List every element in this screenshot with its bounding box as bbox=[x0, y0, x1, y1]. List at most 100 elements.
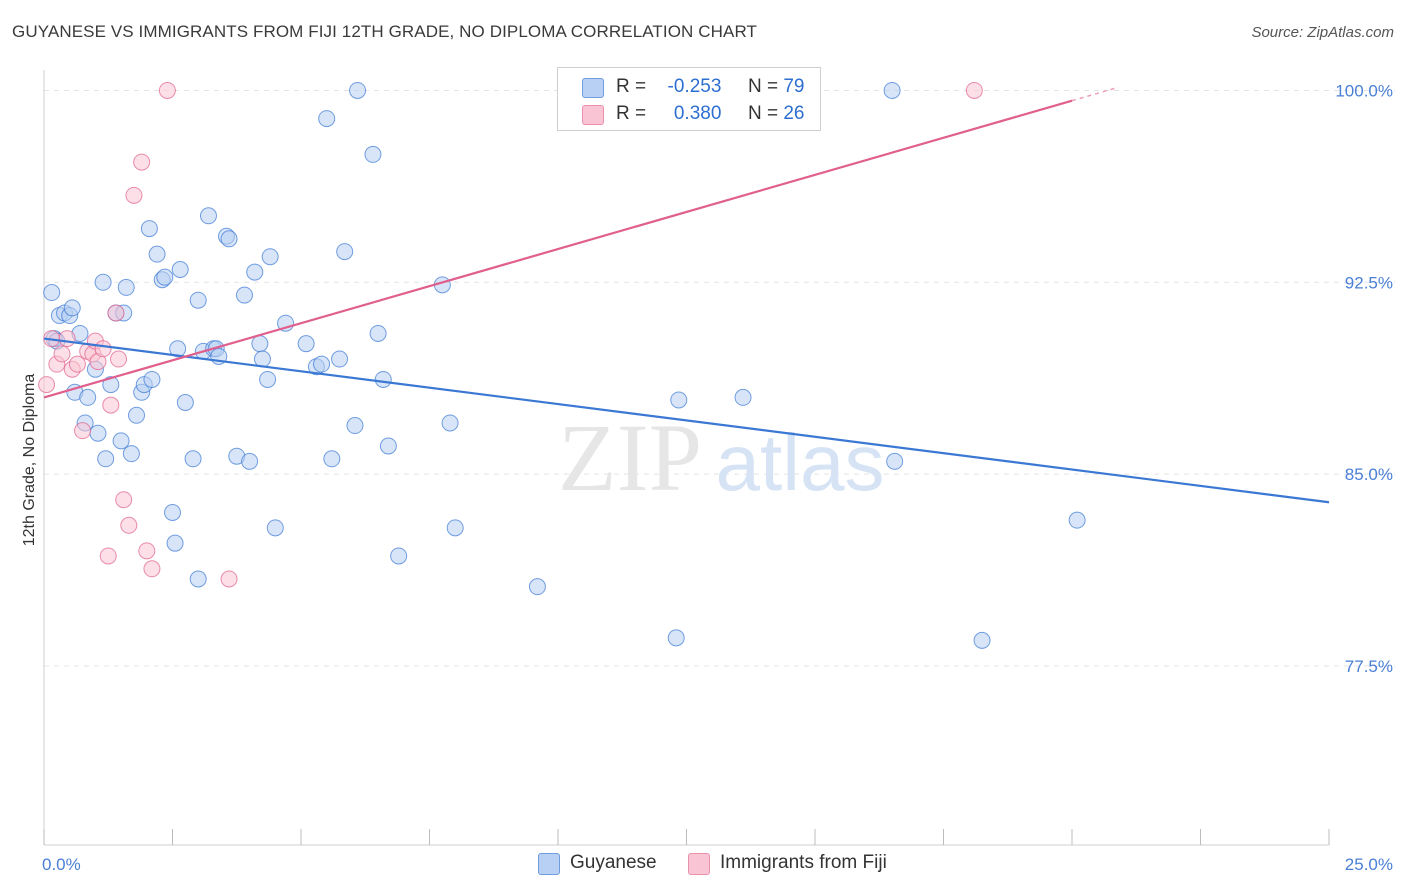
tick-labels: 100.0% 92.5% 85.0% 77.5% 0.0% 25.0% bbox=[42, 81, 1393, 874]
point-s0-30 bbox=[169, 340, 187, 358]
point-s0-29 bbox=[166, 534, 184, 552]
point-s0-37 bbox=[199, 207, 217, 225]
point-s0-20 bbox=[128, 406, 146, 424]
legend-r-label: R = bbox=[616, 103, 647, 124]
point-s0-56 bbox=[318, 110, 336, 128]
point-s0-71 bbox=[667, 629, 685, 647]
point-s0-33 bbox=[184, 450, 202, 468]
point-s0-57 bbox=[323, 450, 341, 468]
point-s0-69 bbox=[446, 519, 464, 537]
trend-line-0 bbox=[43, 337, 1330, 504]
point-s0-51 bbox=[266, 519, 284, 537]
x-tick-label-0: 0.0% bbox=[42, 855, 81, 874]
y-tick-label-2: 85.0% bbox=[1345, 465, 1393, 484]
point-s1-25 bbox=[965, 81, 983, 99]
point-s0-13 bbox=[97, 450, 115, 468]
point-s0-35 bbox=[189, 291, 207, 309]
point-s1-21 bbox=[138, 542, 156, 560]
point-s1-19 bbox=[125, 186, 143, 204]
gridlines bbox=[44, 89, 1395, 667]
point-s0-12 bbox=[94, 273, 112, 291]
point-s1-16 bbox=[110, 350, 128, 368]
point-s1-15 bbox=[107, 304, 125, 322]
point-s0-0 bbox=[43, 284, 61, 302]
point-s0-70 bbox=[528, 578, 546, 596]
point-s0-46 bbox=[246, 263, 264, 281]
point-s1-7 bbox=[74, 422, 92, 440]
point-s0-66 bbox=[390, 547, 408, 565]
point-s1-3 bbox=[53, 345, 71, 363]
series-name-fiji: Immigrants from Fiji bbox=[720, 852, 887, 873]
point-s0-74 bbox=[883, 81, 901, 99]
point-s1-22 bbox=[143, 560, 161, 578]
point-s0-73 bbox=[734, 388, 752, 406]
point-s0-64 bbox=[374, 370, 392, 388]
point-s0-18 bbox=[117, 278, 135, 296]
legend-swatch-fiji bbox=[582, 105, 604, 125]
point-s0-77 bbox=[1068, 511, 1086, 529]
axes bbox=[43, 70, 1330, 846]
data-points bbox=[38, 81, 1086, 649]
point-s0-19 bbox=[122, 445, 140, 463]
point-s0-65 bbox=[379, 437, 397, 455]
legend-r-value-fiji: 0.380 bbox=[673, 103, 722, 124]
point-s1-20 bbox=[133, 153, 151, 171]
y-tick-label-1: 92.5% bbox=[1345, 273, 1393, 292]
point-s0-9 bbox=[79, 388, 97, 406]
chart-title: GUYANESE VS IMMIGRANTS FROM FIJI 12TH GR… bbox=[12, 22, 758, 41]
y-tick-label-3: 77.5% bbox=[1345, 657, 1393, 676]
legend-n-label: N = bbox=[747, 103, 779, 124]
legend-r-value-guyanese: -0.253 bbox=[667, 76, 722, 97]
point-s1-12 bbox=[94, 340, 112, 358]
trend-line-1 bbox=[43, 99, 1073, 399]
point-s1-4 bbox=[58, 330, 76, 348]
point-s1-14 bbox=[102, 396, 120, 414]
point-s1-0 bbox=[38, 376, 56, 394]
watermark-atlas: atlas bbox=[716, 418, 885, 507]
point-s0-72 bbox=[670, 391, 688, 409]
point-s0-50 bbox=[261, 248, 279, 266]
series-name-guyanese: Guyanese bbox=[570, 852, 657, 873]
point-s0-45 bbox=[241, 452, 259, 470]
point-s0-32 bbox=[176, 394, 194, 412]
trend-lines bbox=[43, 86, 1330, 504]
point-s0-55 bbox=[313, 355, 331, 373]
correlation-legend: R = -0.253 N = 79 R = 0.380 N = 26 bbox=[557, 67, 821, 131]
point-s0-49 bbox=[259, 370, 277, 388]
point-s0-31 bbox=[171, 261, 189, 279]
trend-line-extension-1 bbox=[1071, 86, 1119, 102]
watermark-zip: ZIP bbox=[558, 404, 702, 511]
point-s0-16 bbox=[112, 432, 130, 450]
point-s0-60 bbox=[346, 417, 364, 435]
series-swatch-guyanese bbox=[538, 853, 560, 875]
point-s1-17 bbox=[115, 491, 133, 509]
point-s0-68 bbox=[441, 414, 459, 432]
legend-r-label: R = bbox=[616, 76, 647, 97]
watermark: ZIP atlas bbox=[558, 404, 884, 511]
series-points-0 bbox=[43, 81, 1086, 649]
point-s1-23 bbox=[158, 81, 176, 99]
point-s1-6 bbox=[68, 355, 86, 373]
point-s0-53 bbox=[297, 335, 315, 353]
point-s0-23 bbox=[140, 220, 158, 238]
point-s0-61 bbox=[349, 81, 367, 99]
y-axis-title: 12th Grade, No Diploma bbox=[21, 374, 38, 547]
legend-n-value-fiji: 26 bbox=[783, 103, 805, 124]
point-s0-58 bbox=[331, 350, 349, 368]
point-s0-42 bbox=[220, 230, 238, 248]
point-s0-59 bbox=[336, 243, 354, 261]
point-s0-34 bbox=[189, 570, 207, 588]
point-s0-27 bbox=[156, 268, 174, 286]
point-s1-13 bbox=[99, 547, 117, 565]
point-s0-14 bbox=[102, 376, 120, 394]
series-points-1 bbox=[38, 81, 983, 588]
point-s0-76 bbox=[973, 631, 991, 649]
point-s0-28 bbox=[164, 503, 181, 521]
point-s0-63 bbox=[369, 324, 387, 342]
point-s0-5 bbox=[63, 299, 81, 317]
source-credit: Source: ZipAtlas.com bbox=[1251, 24, 1394, 41]
point-s0-62 bbox=[364, 145, 382, 163]
point-s0-47 bbox=[251, 335, 269, 353]
point-s1-18 bbox=[120, 516, 138, 534]
